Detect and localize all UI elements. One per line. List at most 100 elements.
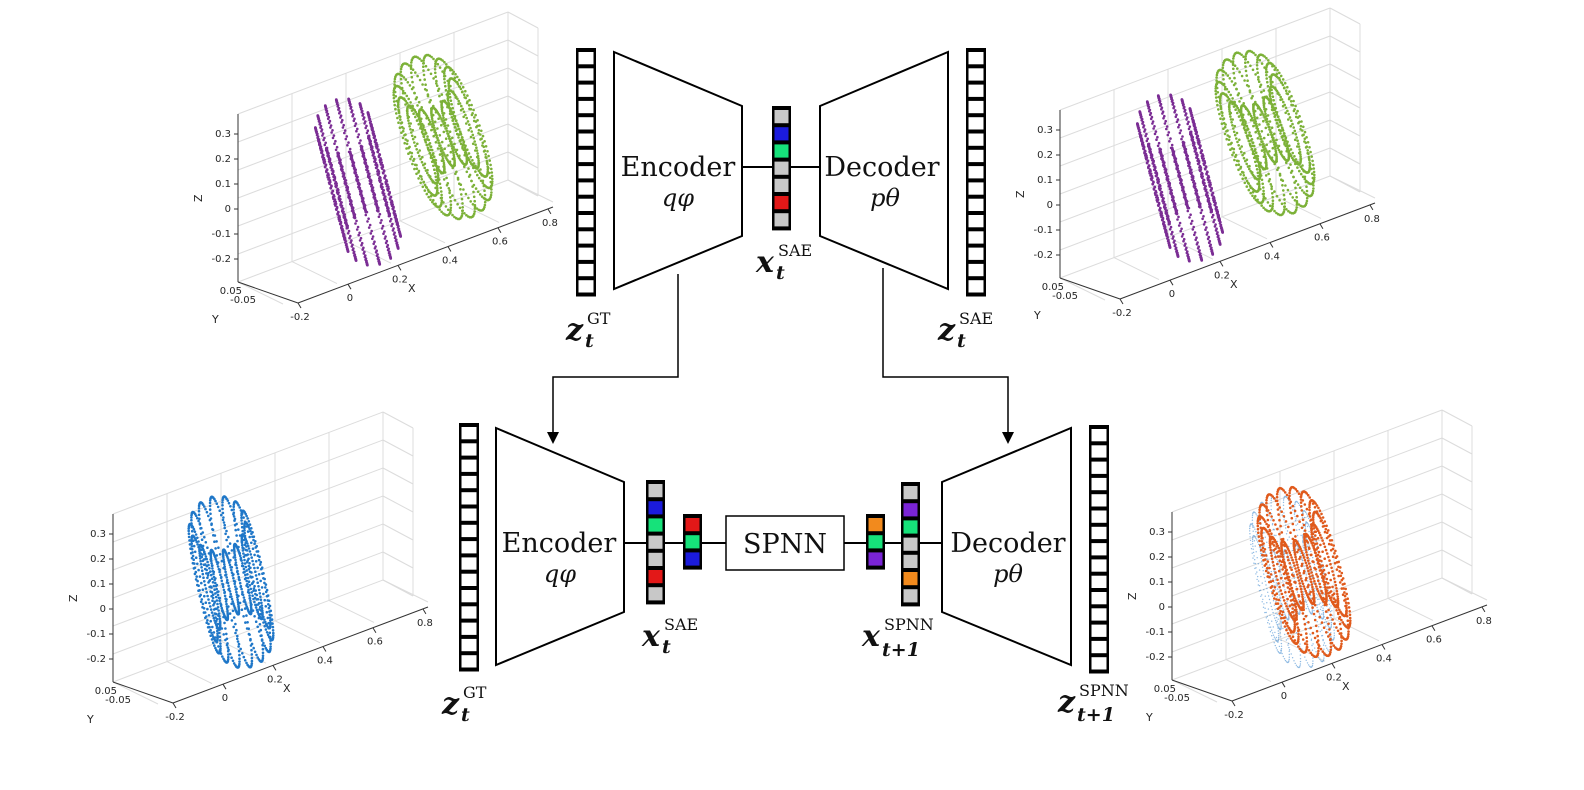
svg-text:0.3: 0.3	[1037, 125, 1053, 136]
decoder-block-bottom	[941, 426, 1072, 667]
svg-text:0.6: 0.6	[492, 237, 508, 248]
svg-text:0.8: 0.8	[542, 218, 558, 229]
vector-cell	[967, 99, 985, 115]
svg-text:X: X	[283, 682, 291, 695]
svg-text:0.8: 0.8	[417, 618, 433, 629]
vector-cell	[1090, 460, 1108, 475]
svg-text:z: z	[441, 687, 460, 722]
decoder-share-arrow	[882, 268, 1014, 444]
svg-text:SAE: SAE	[664, 615, 698, 634]
vector-cell	[577, 99, 595, 115]
vector-cell	[460, 474, 478, 490]
svg-text:t+1: t+1	[882, 639, 920, 661]
encoder-param-bottom: qφ	[544, 560, 576, 588]
svg-text:0.4: 0.4	[317, 656, 333, 667]
vector-cell	[460, 637, 478, 653]
latent-vector-bottom	[646, 480, 665, 605]
vector-cell	[1090, 591, 1108, 606]
vector-cell	[967, 148, 985, 164]
vector-cell	[867, 534, 884, 550]
vector-cell	[902, 553, 919, 569]
vector-cell	[577, 148, 595, 164]
vector-cell	[647, 534, 664, 550]
decoder-block-top	[819, 50, 949, 291]
vector-cell	[773, 143, 790, 159]
svg-text:0.05: 0.05	[220, 286, 242, 297]
vector-cell	[1090, 525, 1108, 541]
svg-text:SAE: SAE	[778, 241, 812, 260]
vector-cell	[867, 551, 884, 567]
vector-cell	[577, 116, 595, 131]
label-x-spnn-bottom: x t+1 SPNN	[861, 615, 934, 661]
svg-text:-0.2: -0.2	[86, 654, 106, 665]
vector-cell	[460, 621, 478, 636]
vector-cell	[647, 586, 664, 602]
vector-cell	[967, 116, 985, 131]
svg-text:x: x	[755, 245, 775, 280]
svg-text:z: z	[565, 313, 584, 348]
svg-text:0.2: 0.2	[1214, 270, 1230, 281]
vector-cell	[647, 551, 664, 567]
vector-cell	[460, 491, 478, 506]
vector-cell	[902, 571, 919, 587]
svg-text:Y: Y	[211, 313, 219, 326]
svg-text:0.1: 0.1	[90, 579, 106, 590]
decoder-label-bottom: Decoder	[950, 528, 1065, 559]
vector-cell	[577, 262, 595, 278]
vector-cell	[1090, 542, 1108, 557]
latent-vector-top	[772, 106, 791, 231]
svg-text:GT: GT	[587, 309, 611, 328]
vector-cell	[1090, 476, 1108, 492]
svg-text:t: t	[776, 262, 785, 284]
decoder-param-top: pθ	[870, 184, 900, 212]
vector-cell	[460, 556, 478, 571]
encoder-label-top: Encoder	[621, 152, 736, 183]
svg-text:0.2: 0.2	[1037, 150, 1053, 161]
vector-cell	[460, 589, 478, 604]
svg-text:0.1: 0.1	[215, 179, 231, 190]
vector-cell	[577, 279, 595, 294]
vector-cell	[902, 588, 919, 604]
vector-cell	[1090, 558, 1108, 573]
svg-text:Y: Y	[86, 713, 94, 726]
label-x-sae-top: x t SAE	[755, 241, 812, 284]
vector-cell	[460, 540, 478, 555]
svg-text:z: z	[937, 313, 956, 348]
svg-text:-0.05: -0.05	[1052, 291, 1078, 302]
svg-text:SPNN: SPNN	[884, 615, 934, 634]
vector-cell	[773, 177, 790, 194]
svg-text:-0.2: -0.2	[1112, 308, 1132, 319]
spnn-input-vector	[683, 514, 702, 570]
svg-text:0: 0	[222, 693, 228, 704]
vector-cell	[967, 279, 985, 294]
svg-text:0.1: 0.1	[1037, 175, 1053, 186]
vector-cell	[1090, 639, 1108, 655]
svg-text:t: t	[957, 330, 966, 352]
svg-text:0: 0	[1047, 200, 1053, 211]
vector-cell	[1090, 623, 1108, 638]
torus-plot-reconstructed-pair: 0.3 0.2 0.1 0 -0.1 -0.2 Z -0.2 0 0.2 0.4 0.6 0.8 X 0.0…	[1014, 7, 1380, 322]
vector-cell	[647, 517, 664, 533]
vector-cell	[577, 165, 595, 180]
vector-cell	[867, 517, 884, 533]
vector-cell	[684, 551, 701, 567]
svg-text:0: 0	[347, 293, 353, 304]
vector-cell	[1090, 509, 1108, 524]
vector-cell	[577, 181, 595, 196]
svg-text:0.6: 0.6	[1314, 233, 1330, 244]
vector-cell	[577, 230, 595, 245]
encoder-block-bottom	[495, 426, 625, 667]
torus-plot-predicted-single: 0.30.20.10-0.1-0.2Z-0.200.20.40.60.8X0.0…	[1126, 409, 1492, 724]
vector-cell	[460, 523, 478, 539]
svg-text:-0.05: -0.05	[230, 295, 256, 306]
svg-text:-0.2: -0.2	[290, 312, 310, 323]
spnn-block	[725, 515, 845, 571]
svg-text:-0.1: -0.1	[211, 229, 231, 240]
svg-text:0.3: 0.3	[90, 529, 106, 540]
label-x-sae-bottom: x t SAE	[641, 615, 698, 658]
vector-cell	[967, 262, 985, 278]
vector-cell	[967, 51, 985, 66]
vector-cell	[1090, 656, 1108, 671]
vector-cell	[967, 197, 985, 212]
svg-text:0.05: 0.05	[1042, 282, 1064, 293]
